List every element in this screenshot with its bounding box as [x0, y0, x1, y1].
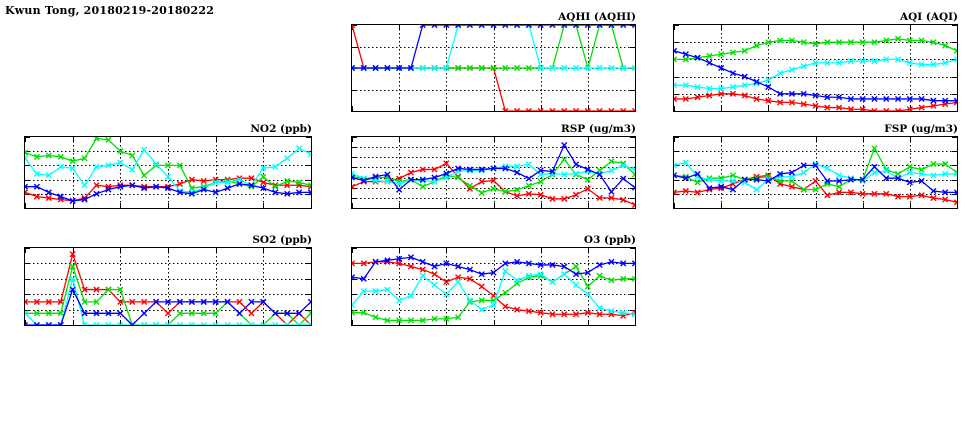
- chart-panel-aqhi: AQHI (AQHI) 2.02.53.03.54.004812162024: [351, 11, 636, 112]
- series-aqhi-day4: [352, 25, 635, 72]
- chart-panel-fsp: FSP (ug/m3) 0102030405004812162024: [673, 123, 958, 209]
- series-aqi-day3: [674, 56, 957, 92]
- series-no2-day2: [25, 137, 311, 192]
- chart-title-aqi: AQI (AQI): [899, 11, 958, 23]
- plot-canvas-aqi: [674, 25, 957, 111]
- page-title: Kwun Tong, 20180219-20180222: [5, 4, 215, 17]
- chart-panel-o3: O3 (ppb) 0102030405004812162024: [351, 234, 636, 326]
- series-aqi-day2: [674, 35, 957, 63]
- chart-title-aqhi: AQHI (AQHI): [558, 11, 636, 23]
- chart-title-o3: O3 (ppb): [583, 234, 636, 246]
- series-o3-day1: [352, 258, 635, 319]
- chart-title-no2: NO2 (ppb): [250, 123, 312, 135]
- chart-svg-rsp: [352, 137, 635, 208]
- plot-area-aqi: 30405060708004812162024: [673, 24, 958, 112]
- plot-canvas-fsp: [674, 137, 957, 208]
- series-fsp-day1: [674, 172, 957, 206]
- plot-canvas-rsp: [352, 137, 635, 208]
- chart-svg-o3: [352, 248, 635, 325]
- series-no2-day3: [25, 145, 311, 196]
- chart-svg-fsp: [674, 137, 957, 208]
- series-fsp-day3: [674, 159, 957, 193]
- series-fsp-day2: [674, 145, 957, 193]
- chart-svg-so2: [25, 248, 311, 325]
- series-aqi-day1: [674, 90, 957, 111]
- series-rsp-day4: [352, 142, 635, 195]
- series-aqi-day4: [674, 47, 957, 104]
- plot-canvas-no2: [25, 137, 311, 208]
- chart-svg-aqi: [674, 25, 957, 111]
- plot-area-no2: 0102030405004812162024: [24, 136, 312, 209]
- chart-panel-rsp: RSP (ug/m3) 01020304050607004812162024: [351, 123, 636, 209]
- chart-title-rsp: RSP (ug/m3): [560, 123, 636, 135]
- plot-canvas-o3: [352, 248, 635, 325]
- series-o3-day4: [352, 254, 635, 282]
- series-rsp-day3: [352, 161, 635, 187]
- chart-panel-no2: NO2 (ppb) 0102030405004812162024: [24, 123, 312, 209]
- series-fsp-day4: [674, 162, 957, 196]
- chart-panel-aqi: AQI (AQI) 30405060708004812162024: [673, 11, 958, 112]
- plot-area-rsp: 01020304050607004812162024: [351, 136, 636, 209]
- plot-area-fsp: 0102030405004812162024: [673, 136, 958, 209]
- chart-title-so2: SO2 (ppb): [252, 234, 312, 246]
- plot-area-o3: 0102030405004812162024: [351, 247, 636, 326]
- plot-area-aqhi: 2.02.53.03.54.004812162024: [351, 24, 636, 112]
- chart-panel-so2: SO2 (ppb) 0.00.51.01.52.02.504812162024: [24, 234, 312, 326]
- series-so2-day4: [25, 286, 311, 325]
- series-no2-day4: [25, 180, 311, 204]
- chart-title-fsp: FSP (ug/m3): [884, 123, 958, 135]
- chart-svg-aqhi: [352, 25, 635, 111]
- series-rsp-day2: [352, 156, 635, 196]
- plot-canvas-so2: [25, 248, 311, 325]
- chart-svg-no2: [25, 137, 311, 208]
- plot-area-so2: 0.00.51.01.52.02.504812162024: [24, 247, 312, 326]
- plot-canvas-aqhi: [352, 25, 635, 111]
- series-o3-day3: [352, 268, 635, 318]
